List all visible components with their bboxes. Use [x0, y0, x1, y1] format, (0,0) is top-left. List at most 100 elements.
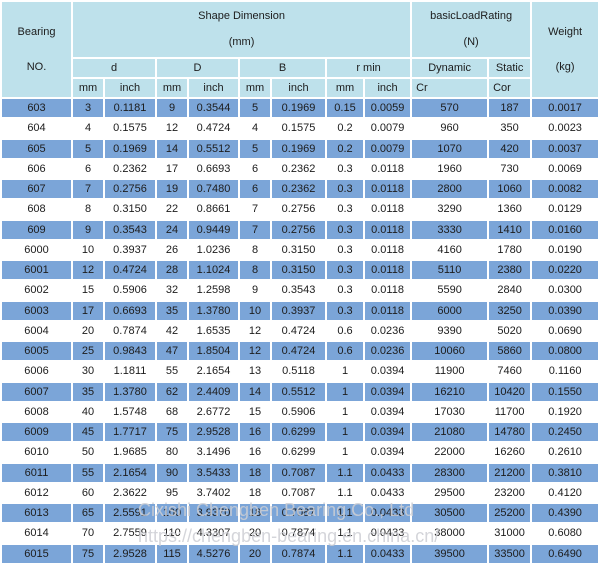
table-row: 608 8 0.3150 22 0.8661 7 0.2756 0.3 0.0118 3290 13… — [2, 200, 599, 219]
value-cell: 50 — [73, 443, 103, 462]
header-d-inch: inch — [105, 79, 155, 97]
value-cell: 11700 — [489, 402, 531, 421]
bearing-no-cell: 6003 — [2, 301, 71, 320]
value-cell: 10420 — [489, 382, 531, 401]
value-cell: 18 — [240, 463, 270, 482]
value-cell: 0.0118 — [365, 159, 411, 178]
value-cell: 2.4409 — [189, 382, 238, 401]
value-cell: 1.1 — [327, 463, 363, 482]
table-row: 607 7 0.2756 19 0.7480 6 0.2362 0.3 0.0118 2800 10… — [2, 180, 599, 199]
value-cell: 17 — [73, 301, 103, 320]
value-cell: 1.1 — [327, 524, 363, 543]
value-cell: 0.1160 — [532, 362, 599, 381]
value-cell: 8 — [73, 200, 103, 219]
value-cell: 6 — [240, 159, 270, 178]
bearing-no-cell: 6013 — [2, 504, 71, 523]
value-cell: 0.0394 — [365, 423, 411, 442]
value-cell: 1960 — [412, 159, 488, 178]
value-cell: 12 — [157, 119, 187, 138]
value-cell: 16210 — [412, 382, 488, 401]
value-cell: 35 — [73, 382, 103, 401]
value-cell: 0.1969 — [105, 139, 155, 158]
table-row: 6001 12 0.4724 28 1.1024 8 0.3150 0.3 0.0118 5110… — [2, 261, 599, 280]
header-weight: Weight (kg) — [532, 2, 599, 97]
value-cell: 13 — [240, 362, 270, 381]
header-D: D — [157, 59, 238, 77]
value-cell: 2800 — [412, 180, 488, 199]
value-cell: 23200 — [489, 483, 531, 502]
value-cell: 20 — [73, 321, 103, 340]
value-cell: 0.3 — [327, 240, 363, 259]
bearing-no-cell: 6007 — [2, 382, 71, 401]
value-cell: 7 — [240, 200, 270, 219]
value-cell: 0.3 — [327, 301, 363, 320]
value-cell: 2.5591 — [105, 504, 155, 523]
value-cell: 0.7874 — [105, 321, 155, 340]
value-cell: 0.0079 — [365, 139, 411, 158]
value-cell: 0.7874 — [272, 544, 325, 563]
bearing-no-cell: 605 — [2, 139, 71, 158]
value-cell: 22000 — [412, 443, 488, 462]
basic-load-rating-label: basicLoadRating — [430, 10, 513, 22]
value-cell: 0.6 — [327, 321, 363, 340]
value-cell: 5 — [240, 99, 270, 118]
table-row: 6003 17 0.6693 35 1.3780 10 0.3937 0.3 0.0118 600… — [2, 301, 599, 320]
value-cell: 0.3543 — [272, 281, 325, 300]
table-row: 609 9 0.3543 24 0.9449 7 0.2756 0.3 0.0118 3330 14… — [2, 220, 599, 239]
header-cor: Cor — [489, 79, 531, 97]
value-cell: 0.1575 — [105, 119, 155, 138]
value-cell: 3.9370 — [189, 504, 238, 523]
value-cell: 29500 — [412, 483, 488, 502]
table-row: 6012 60 2.3622 95 3.7402 18 0.7087 1.1 0.0433 295… — [2, 483, 599, 502]
value-cell: 0.8661 — [189, 200, 238, 219]
value-cell: 68 — [157, 402, 187, 421]
value-cell: 1060 — [489, 180, 531, 199]
header-r-mm: mm — [327, 79, 363, 97]
value-cell: 0.0394 — [365, 382, 411, 401]
value-cell: 7 — [240, 220, 270, 239]
value-cell: 1 — [327, 423, 363, 442]
bearing-no-cell: 607 — [2, 180, 71, 199]
table-row: 6005 25 0.9843 47 1.8504 12 0.4724 0.6 0.0236 100… — [2, 342, 599, 361]
value-cell: 12 — [240, 342, 270, 361]
value-cell: 1.3780 — [189, 301, 238, 320]
value-cell: 3290 — [412, 200, 488, 219]
value-cell: 55 — [157, 362, 187, 381]
value-cell: 0.9843 — [105, 342, 155, 361]
value-cell: 7 — [73, 180, 103, 199]
value-cell: 570 — [412, 99, 488, 118]
value-cell: 14780 — [489, 423, 531, 442]
value-cell: 1360 — [489, 200, 531, 219]
header-r-inch: inch — [365, 79, 411, 97]
value-cell: 0.6 — [327, 342, 363, 361]
value-cell: 1.2598 — [189, 281, 238, 300]
value-cell: 17030 — [412, 402, 488, 421]
table-row: 6007 35 1.3780 62 2.4409 14 0.5512 1 0.0394 16210… — [2, 382, 599, 401]
value-cell: 6 — [240, 180, 270, 199]
bearing-no-cell: 606 — [2, 159, 71, 178]
value-cell: 0.2756 — [272, 200, 325, 219]
basic-load-rating-unit: (N) — [463, 36, 479, 48]
value-cell: 5 — [240, 139, 270, 158]
value-cell: 0.6490 — [532, 544, 599, 563]
value-cell: 38000 — [412, 524, 488, 543]
header-no-label: NO. — [26, 61, 47, 74]
value-cell: 0.0433 — [365, 524, 411, 543]
value-cell: 0.2756 — [272, 220, 325, 239]
value-cell: 30500 — [412, 504, 488, 523]
value-cell: 20 — [240, 544, 270, 563]
bearing-no-cell: 6002 — [2, 281, 71, 300]
value-cell: 3.7402 — [189, 483, 238, 502]
value-cell: 0.7087 — [272, 504, 325, 523]
table-row: 6002 15 0.5906 32 1.2598 9 0.3543 0.3 0.0118 5590… — [2, 281, 599, 300]
value-cell: 0.2 — [327, 139, 363, 158]
table-row: 6004 20 0.7874 42 1.6535 12 0.4724 0.6 0.0236 939… — [2, 321, 599, 340]
table-row: 604 4 0.1575 12 0.4724 4 0.1575 0.2 0.0079 960 350… — [2, 119, 599, 138]
value-cell: 0.3 — [327, 200, 363, 219]
bearing-no-cell: 6006 — [2, 362, 71, 381]
value-cell: 2.3622 — [105, 483, 155, 502]
table-body: 603 3 0.1181 9 0.3544 5 0.1969 0.15 0.0059 570 187… — [2, 99, 599, 563]
value-cell: 0.3150 — [272, 261, 325, 280]
value-cell: 1.1 — [327, 483, 363, 502]
header-bearing-no: Bearing NO. — [2, 2, 71, 97]
